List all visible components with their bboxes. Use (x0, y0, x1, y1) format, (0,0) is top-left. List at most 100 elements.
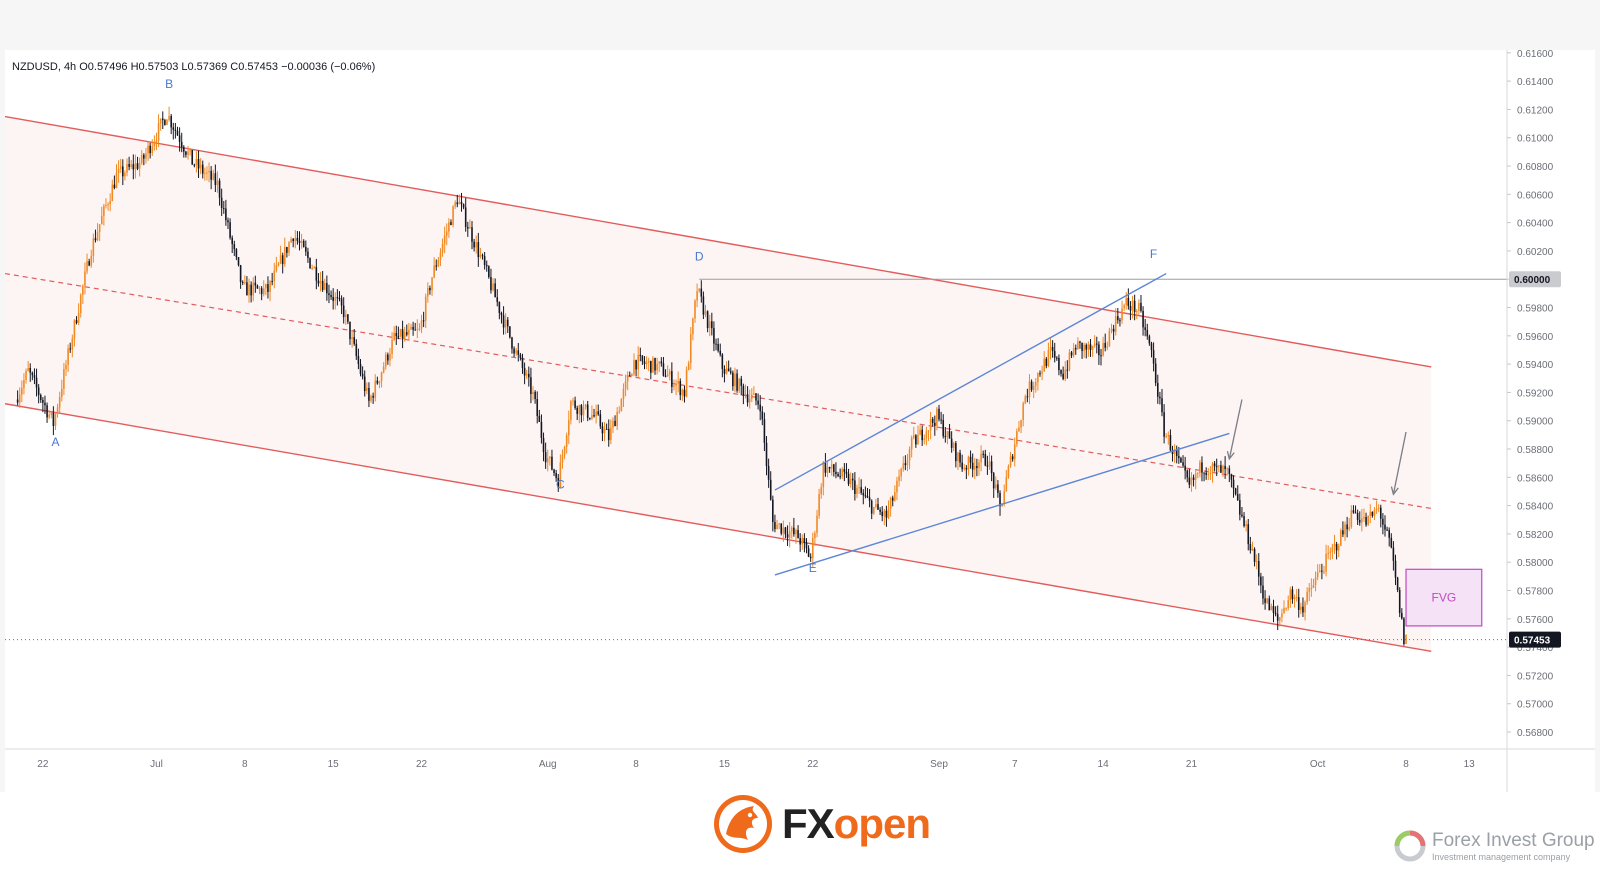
candle-body (124, 172, 126, 177)
candle-body (664, 375, 667, 377)
candle-body (437, 259, 440, 267)
candle-body (1188, 477, 1191, 485)
candle-body (201, 164, 204, 174)
candle-body (1150, 343, 1153, 351)
candle-body (633, 360, 635, 375)
candle-body (643, 361, 646, 365)
candle-body (982, 453, 984, 455)
candle-body (1087, 344, 1090, 350)
price-tick-label: 0.57800 (1517, 587, 1554, 598)
price-tick-label: 0.58600 (1517, 473, 1554, 484)
candle-body (46, 405, 48, 418)
candle-body (403, 332, 406, 340)
candle-body (467, 226, 469, 229)
price-tick-label: 0.58800 (1517, 445, 1554, 456)
candle-body (418, 328, 421, 330)
swing-point-label: B (165, 77, 173, 91)
candle-body (54, 413, 57, 426)
candle-body (33, 375, 36, 378)
candle-body (136, 163, 139, 169)
candle-body (498, 302, 501, 313)
footer (0, 792, 1600, 879)
candle-body (992, 473, 995, 489)
candle-body (1243, 516, 1245, 527)
swing-point-label: A (51, 435, 59, 449)
price-tick-label: 0.56800 (1517, 728, 1554, 739)
candle-body (433, 265, 435, 278)
time-tick-label: 22 (416, 759, 428, 770)
candle-body (530, 377, 532, 395)
candle-body (1356, 513, 1359, 520)
candle-body (1043, 358, 1045, 372)
candle-body (98, 224, 101, 233)
candle-body (725, 368, 728, 374)
candle-body (50, 412, 53, 415)
candle-body (1213, 463, 1216, 467)
wordmark-fx: FX (782, 800, 835, 847)
candle-body (178, 135, 181, 142)
candle-body (1352, 510, 1355, 513)
candle-body (1013, 444, 1016, 460)
candle-body (48, 414, 50, 418)
candle-body (685, 369, 688, 397)
candle-body (42, 399, 44, 403)
fxopen-logo[interactable]: FXopen (710, 790, 931, 860)
candle-body (946, 431, 949, 437)
candle-body (1306, 591, 1308, 603)
candle-body (1304, 602, 1306, 613)
candle-body (959, 452, 961, 463)
candle-body (549, 456, 551, 459)
candle-body (414, 329, 417, 331)
candle-body (763, 419, 766, 443)
candle-body (797, 530, 799, 539)
candle-body (580, 405, 583, 416)
fvg-label: FVG (1432, 591, 1457, 605)
candle-body (1102, 342, 1104, 356)
candle-body (244, 282, 246, 284)
candle-body (330, 295, 332, 297)
candle-body (25, 370, 27, 380)
dragon-icon (714, 795, 772, 853)
candle-body (174, 129, 177, 131)
candle-body (368, 387, 370, 401)
candle-body (252, 282, 255, 296)
candle-body (536, 399, 539, 416)
candle-body (305, 246, 307, 252)
candle-body (500, 312, 503, 316)
candle-body (542, 438, 545, 453)
candle-body (1072, 348, 1075, 356)
candle-body (366, 387, 368, 392)
candle-body (748, 398, 751, 403)
candle-body (250, 284, 252, 296)
candle-body (1285, 607, 1287, 609)
candle-body (906, 460, 909, 466)
candle-body (340, 298, 343, 306)
arrow-head (1390, 486, 1399, 496)
candle-body (1171, 450, 1174, 454)
candle-body (864, 495, 867, 497)
candle-body (622, 388, 625, 400)
time-tick-label: 22 (807, 759, 819, 770)
candle-body (631, 374, 633, 376)
candle-body (351, 337, 353, 340)
candle-body (1186, 470, 1189, 478)
candle-body (1392, 547, 1395, 561)
swing-point-label: D (695, 250, 704, 264)
candle-body (717, 343, 719, 351)
candle-body (260, 288, 263, 295)
candle-body (1405, 634, 1407, 644)
candle-body (281, 255, 284, 265)
candle-body (279, 255, 282, 264)
candle-body (23, 379, 25, 389)
candle-body (626, 375, 629, 382)
candle-body (374, 380, 377, 398)
candle-body (313, 267, 316, 269)
candle-body (1117, 316, 1119, 321)
candle-body (309, 258, 311, 269)
candle-body (584, 404, 587, 408)
chart-panel[interactable]: FVG A B C D E F 0.61600 0.61400 0.61200 0.61000 0.… (5, 50, 1595, 792)
candle-body (704, 311, 707, 315)
candle-body (828, 466, 831, 469)
candle-body (814, 533, 816, 538)
